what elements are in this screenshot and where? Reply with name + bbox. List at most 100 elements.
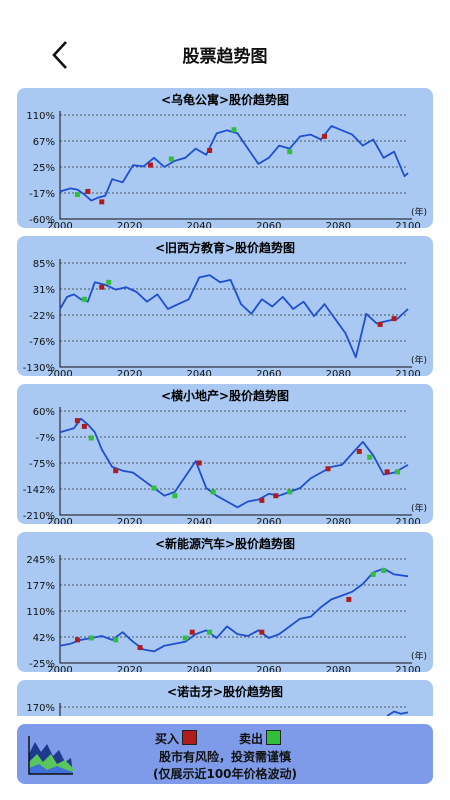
x-tick-label: 2080 [326,221,351,228]
buy-marker [74,637,80,643]
y-tick-label: 25% [33,163,55,174]
sell-marker [172,493,178,499]
x-tick-label: 2000 [47,221,72,228]
chart-title: <新能源汽车>股价趋势图 [154,537,296,551]
page-title: 股票趋势图 [182,47,268,67]
y-tick-label: -210% [23,511,55,522]
x-tick-label: 2080 [326,665,351,672]
stock-chart-card: <乌龟公寓>股价趋势图 110% 67% 25% -17% -60% 2000 2020 204… [17,88,433,228]
buy-marker [99,199,105,205]
sell-marker [81,296,87,302]
buy-marker [99,284,105,290]
x-tick-label: 2000 [47,665,72,672]
stock-chart-logo-icon [28,736,73,775]
x-tick-label: 2100 [395,369,420,376]
line-chart: 110% 67% 25% -17% -60%2000 2020 2040 2060 2080 21… [26,111,427,228]
buy-marker [113,468,119,474]
buy-marker [85,188,91,194]
y-tick-label: 245% [26,555,55,566]
y-tick-label: -22% [29,311,55,322]
buy-marker [147,162,153,168]
sell-marker [287,489,293,495]
x-unit-label: (年) [411,650,427,662]
buy-marker [81,423,87,429]
chart-axes [59,555,412,664]
x-unit-label: (年) [411,206,427,218]
x-tick-label: 2100 [395,221,420,228]
sell-marker [106,279,112,285]
stock-chart-card: <横小地产>股价趋势图 60% -7% -75% -142% -210% 2000 2020 2… [17,384,433,524]
buy-marker [346,596,352,602]
chart-axes [59,111,412,220]
x-tick-label: 2000 [47,517,72,524]
x-tick-label: 2060 [256,221,281,228]
y-tick-label: -76% [29,337,55,348]
x-tick-label: 2020 [117,517,142,524]
chart-title: <旧西方教育>股价趋势图 [154,241,296,255]
price-line [59,567,409,653]
buy-marker [325,466,331,472]
sell-marker [182,635,188,641]
legend-buy: 买入 [155,730,198,747]
x-tick-label: 2060 [256,517,281,524]
buy-marker [321,133,327,139]
range-note-text: (仅展示近100年价格波动) [152,767,298,781]
buy-marker [377,321,383,327]
sell-marker [231,127,237,133]
y-tick-label: 67% [33,137,55,148]
buy-marker [391,316,397,322]
chart-title: <诺击牙>股价趋势图 [166,685,284,699]
x-tick-label: 2040 [186,665,211,672]
chart-axes [59,703,61,716]
sell-marker [168,156,174,162]
buy-marker [384,469,390,475]
chart-title: <横小地产>股价趋势图 [160,389,290,403]
buy-marker [273,493,279,499]
sell-marker [210,489,216,495]
chart-title: <乌龟公寓>股价趋势图 [160,93,290,107]
y-tick-label: -7% [36,433,55,444]
x-unit-label: (年) [411,354,427,366]
price-line [59,125,409,202]
sell-marker [207,629,213,635]
sell-marker [395,469,401,475]
x-tick-label: 2020 [117,369,142,376]
y-tick-label: 177% [26,581,55,592]
legend-sell-swatch [266,730,282,745]
chart-axes [59,407,412,516]
stock-chart-card: <新能源汽车>股价趋势图 245% 177% 110% 42% -25% 2000 2020 2… [17,532,433,672]
legend-sell-label: 卖出 [239,732,264,746]
x-tick-label: 2040 [186,517,211,524]
stock-chart-card: <诺击牙>股价趋势图 170%200020202040206020802100(年… [17,680,433,716]
x-tick-label: 2020 [117,221,142,228]
sell-marker [370,571,376,577]
buy-marker [189,629,195,635]
y-tick-label: 31% [33,285,55,296]
sell-marker [74,192,80,198]
footer-panel: 买入 卖出 股市有风险，投资需谨慎 (仅展示近100年价格波动) [17,724,433,784]
buy-marker [74,418,80,424]
x-tick-label: 2060 [256,369,281,376]
x-tick-label: 2100 [395,665,420,672]
y-tick-label: -25% [29,659,55,670]
y-tick-label: -60% [29,215,55,226]
legend-buy-swatch [182,730,198,745]
x-tick-label: 2080 [326,517,351,524]
y-tick-label: -142% [23,485,55,496]
y-tick-label: -130% [23,363,55,374]
chart-list[interactable]: <乌龟公寓>股价趋势图 110% 67% 25% -17% -60% 2000 2020 204… [0,84,450,716]
sell-marker [88,635,94,641]
legend-buy-label: 买入 [155,732,180,746]
back-arrow-icon[interactable] [46,38,74,72]
sell-marker [88,435,94,441]
buy-marker [259,497,265,503]
line-chart: 85% 31% -22% -76% -130%2000 2020 2040 2060 2080 2… [23,259,427,376]
price-line [59,274,409,359]
sell-marker [151,485,157,491]
x-tick-label: 2020 [117,665,142,672]
x-tick-label: 2040 [186,369,211,376]
sell-marker [381,568,387,574]
sell-marker [113,637,119,643]
top-bar: 股票趋势图 [0,0,450,84]
